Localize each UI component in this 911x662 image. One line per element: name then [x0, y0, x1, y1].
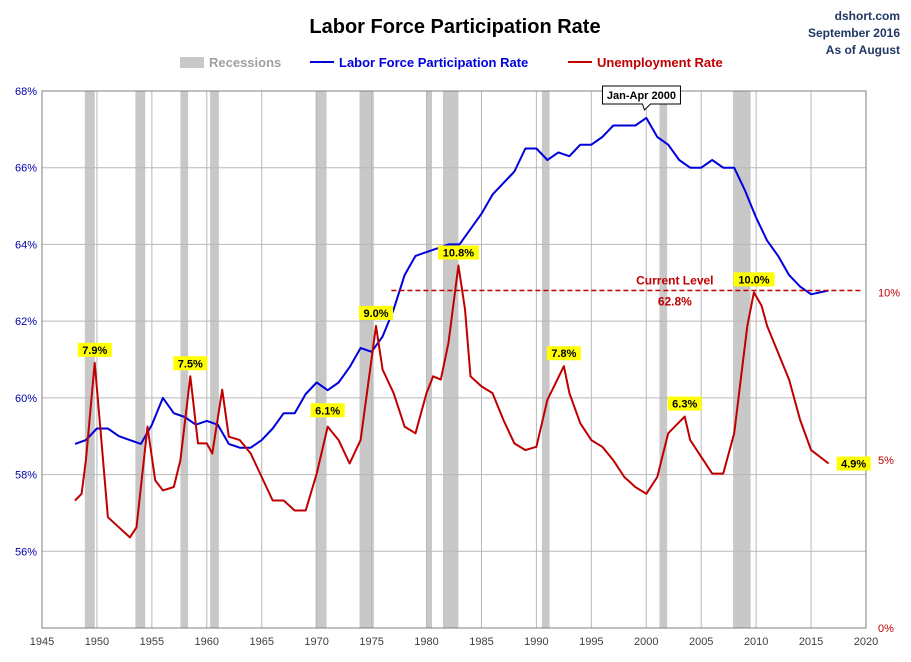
annotation-layer: Current Level 62.8% Jan-Apr 2000 7.9% 7.5% 6.… [77, 85, 871, 471]
y-right-tick-label: 10% [878, 287, 900, 299]
peak-callout-label: Jan-Apr 2000 [607, 90, 676, 102]
current-level-value: 62.8% [658, 294, 692, 308]
unemployment-label: 10.0% [738, 274, 769, 286]
date-label: September 2016 [808, 26, 900, 40]
y-left-tick-label: 60% [15, 393, 37, 405]
y-axis-left: 56% 58% 60% 62% 64% 66% 68% [15, 86, 37, 558]
recession-band-5 [359, 91, 374, 628]
recession-band-7 [443, 91, 459, 628]
x-tick-label: 2020 [854, 636, 878, 648]
y-left-tick-label: 62% [15, 316, 37, 328]
chart-title: Labor Force Participation Rate [309, 16, 600, 38]
unemployment-label: 7.5% [178, 358, 203, 370]
series-layer [74, 116, 830, 539]
unemployment-label: 7.9% [82, 345, 107, 357]
recession-band-3 [210, 91, 219, 628]
unemployment-label: 6.1% [315, 405, 340, 417]
recession-bands [84, 91, 751, 628]
unemployment-label-bg [437, 245, 479, 260]
y-axis-right: 0% 5% 10% [878, 287, 900, 635]
x-tick-label: 1975 [359, 636, 383, 648]
x-tick-label: 1990 [524, 636, 548, 648]
recession-band-1 [135, 91, 146, 628]
x-tick-label: 2015 [799, 636, 823, 648]
unemployment-label: 4.9% [841, 459, 866, 471]
unemployment-line [74, 264, 830, 539]
x-tick-label: 1985 [469, 636, 493, 648]
unemployment-label: 6.3% [672, 399, 697, 411]
y-left-tick-label: 56% [15, 546, 37, 558]
unemployment-label-bg [310, 403, 345, 418]
legend-recession-swatch [180, 57, 204, 68]
current-level-label: Current Level [636, 273, 713, 287]
source-label: dshort.com [835, 9, 900, 23]
unemployment-label-bg [733, 272, 775, 287]
x-tick-label: 1950 [85, 636, 109, 648]
x-tick-label: 2000 [634, 636, 658, 648]
y-left-tick-label: 68% [15, 86, 37, 98]
legend-recession-label: Recessions [209, 55, 281, 70]
recession-band-0 [84, 91, 95, 628]
grid-lines [41, 90, 867, 629]
y-right-tick-label: 5% [878, 455, 894, 467]
x-tick-label: 1960 [195, 636, 219, 648]
peak-callout-box [601, 85, 681, 111]
recession-band-8 [541, 91, 550, 628]
legend: Recessions Labor Force Participation Rat… [180, 55, 723, 70]
unemployment-label-bg [667, 396, 702, 411]
recession-band-6 [426, 91, 433, 628]
x-axis: 1945 1950 1955 1960 1965 1970 1975 1980 1985 1990… [30, 636, 878, 648]
unemployment-label-bg [836, 456, 871, 471]
x-tick-label: 1970 [304, 636, 328, 648]
unemployment-label-bg [173, 356, 208, 371]
as-of-label: As of August [826, 43, 900, 57]
x-tick-label: 1995 [579, 636, 603, 648]
y-right-tick-label: 0% [878, 623, 894, 635]
x-tick-label: 1980 [414, 636, 438, 648]
unemployment-label: 10.8% [443, 248, 474, 260]
unemployment-label-bg [77, 342, 112, 357]
recession-band-4 [315, 91, 327, 628]
x-tick-label: 2005 [689, 636, 713, 648]
recession-band-10 [733, 91, 751, 628]
unemployment-label-bg [546, 346, 581, 361]
y-left-tick-label: 64% [15, 239, 37, 251]
x-tick-label: 1955 [140, 636, 164, 648]
legend-lfpr-label: Labor Force Participation Rate [339, 55, 528, 70]
unemployment-label: 7.8% [551, 348, 576, 360]
x-tick-label: 2010 [744, 636, 768, 648]
recession-band-9 [659, 91, 668, 628]
x-tick-label: 1945 [30, 636, 54, 648]
legend-unemployment-label: Unemployment Rate [597, 55, 723, 70]
y-left-tick-label: 66% [15, 163, 37, 175]
unemployment-label-bg [358, 305, 393, 320]
lfpr-line [74, 116, 829, 449]
unemployment-label: 9.0% [363, 308, 388, 320]
x-tick-label: 1965 [249, 636, 273, 648]
plot-frame [41, 90, 867, 629]
y-left-tick-label: 58% [15, 470, 37, 482]
